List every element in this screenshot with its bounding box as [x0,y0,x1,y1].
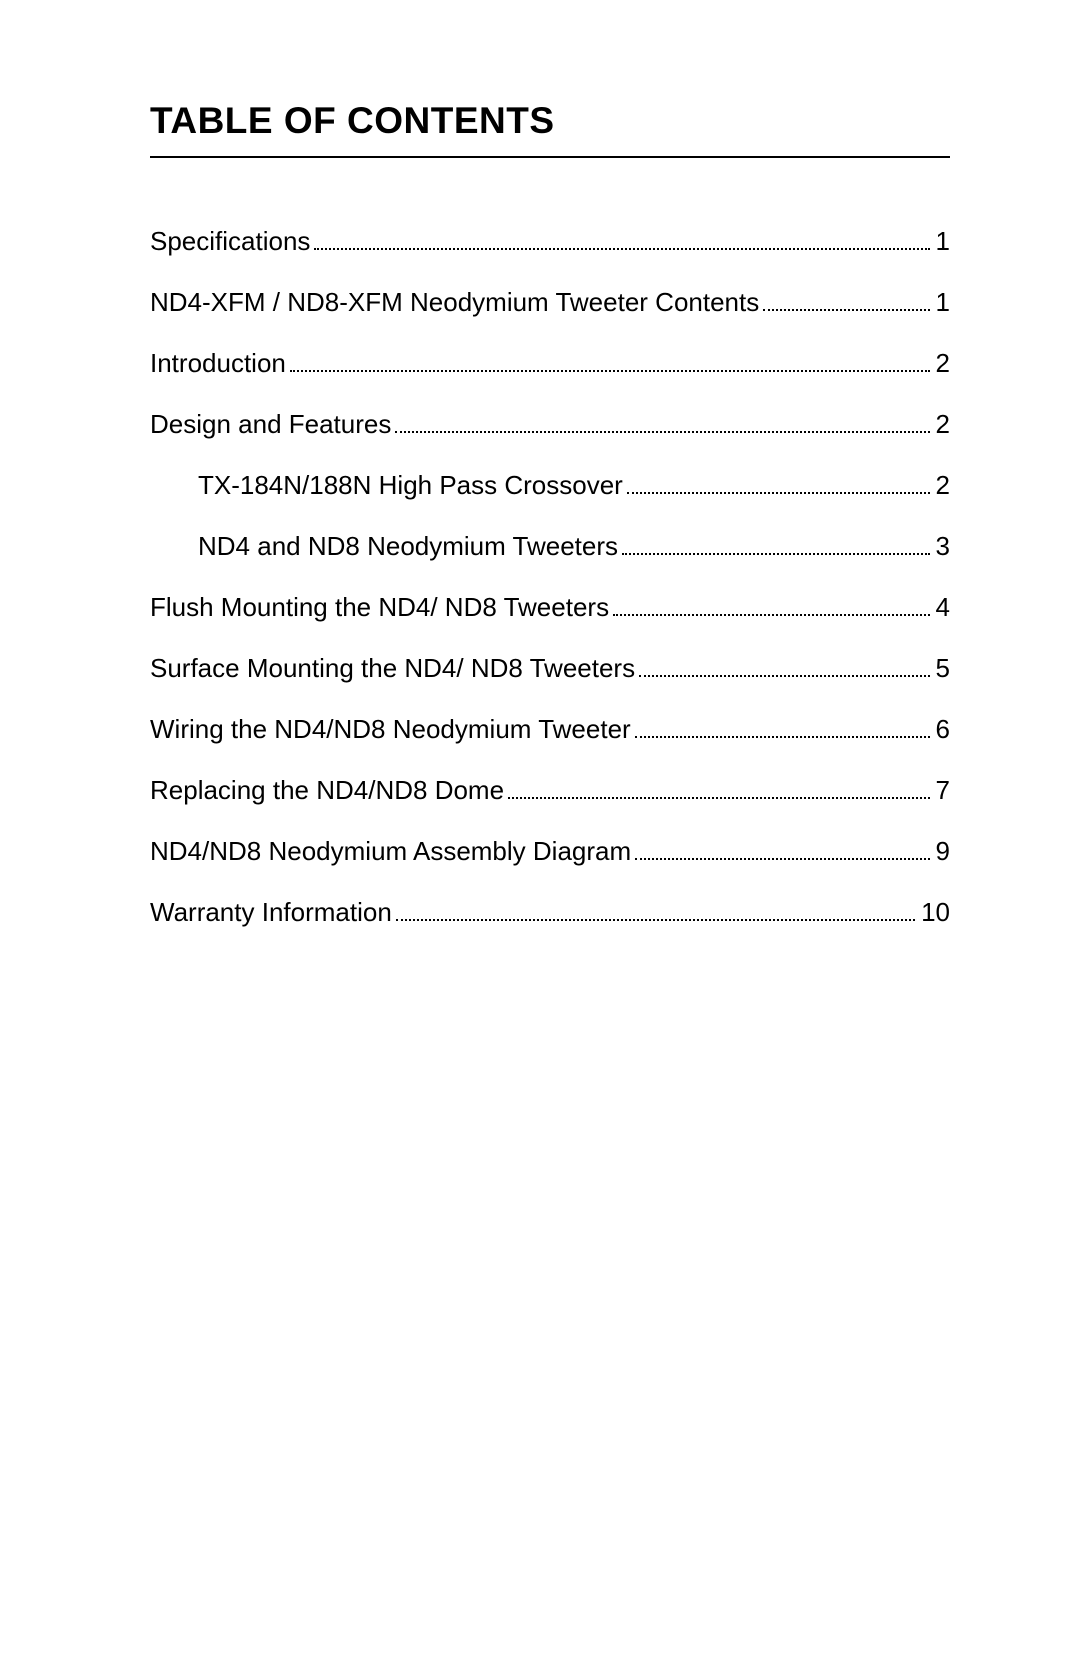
toc-leader [627,476,930,494]
toc-entry: Specifications 1 [150,228,950,254]
toc-entry-page: 6 [936,716,950,742]
toc-leader [290,354,930,372]
toc-entry-page: 2 [936,411,950,437]
toc-leader [763,293,929,311]
toc-entry-page: 4 [936,594,950,620]
toc-entry-label: ND4-XFM / ND8-XFM Neodymium Tweeter Cont… [150,289,759,315]
title-rule [150,156,950,158]
toc-leader [613,598,929,616]
toc-entry-page: 2 [936,472,950,498]
toc-entry-page: 10 [921,899,950,925]
toc-leader [396,903,915,921]
toc-entry-page: 3 [936,533,950,559]
toc-entry: ND4/ND8 Neodymium Assembly Diagram 9 [150,838,950,864]
page-title: Table of Contents [150,100,950,142]
toc-entry-page: 7 [936,777,950,803]
toc-leader [635,720,930,738]
toc-entry: ND4 and ND8 Neodymium Tweeters 3 [150,533,950,559]
toc-entry-label: Warranty Information [150,899,392,925]
toc-entry: Flush Mounting the ND4/ ND8 Tweeters 4 [150,594,950,620]
toc-entry: TX-184N/188N High Pass Crossover 2 [150,472,950,498]
toc-leader [314,232,929,250]
table-of-contents: Specifications 1 ND4-XFM / ND8-XFM Neody… [150,228,950,925]
toc-entry-label: Surface Mounting the ND4/ ND8 Tweeters [150,655,635,681]
toc-leader [635,842,929,860]
toc-leader [395,415,929,433]
toc-entry: Replacing the ND4/ND8 Dome 7 [150,777,950,803]
toc-entry-label: Flush Mounting the ND4/ ND8 Tweeters [150,594,609,620]
toc-entry-label: ND4/ND8 Neodymium Assembly Diagram [150,838,631,864]
toc-entry: Wiring the ND4/ND8 Neodymium Tweeter 6 [150,716,950,742]
toc-entry: Introduction 2 [150,350,950,376]
toc-entry-page: 1 [936,289,950,315]
toc-entry: Surface Mounting the ND4/ ND8 Tweeters 5 [150,655,950,681]
toc-entry-label: Design and Features [150,411,391,437]
toc-entry-label: ND4 and ND8 Neodymium Tweeters [198,533,618,559]
toc-leader [508,781,929,799]
toc-entry: ND4-XFM / ND8-XFM Neodymium Tweeter Cont… [150,289,950,315]
toc-entry-page: 9 [936,838,950,864]
toc-entry-page: 5 [936,655,950,681]
document-page: Table of Contents Specifications 1 ND4-X… [0,0,1080,1669]
toc-entry: Warranty Information 10 [150,899,950,925]
toc-entry-page: 1 [936,228,950,254]
toc-entry-label: TX-184N/188N High Pass Crossover [198,472,623,498]
toc-leader [639,659,929,677]
toc-entry: Design and Features 2 [150,411,950,437]
toc-entry-label: Replacing the ND4/ND8 Dome [150,777,504,803]
toc-entry-page: 2 [936,350,950,376]
toc-entry-label: Wiring the ND4/ND8 Neodymium Tweeter [150,716,631,742]
toc-entry-label: Specifications [150,228,310,254]
toc-leader [622,537,930,555]
toc-entry-label: Introduction [150,350,286,376]
